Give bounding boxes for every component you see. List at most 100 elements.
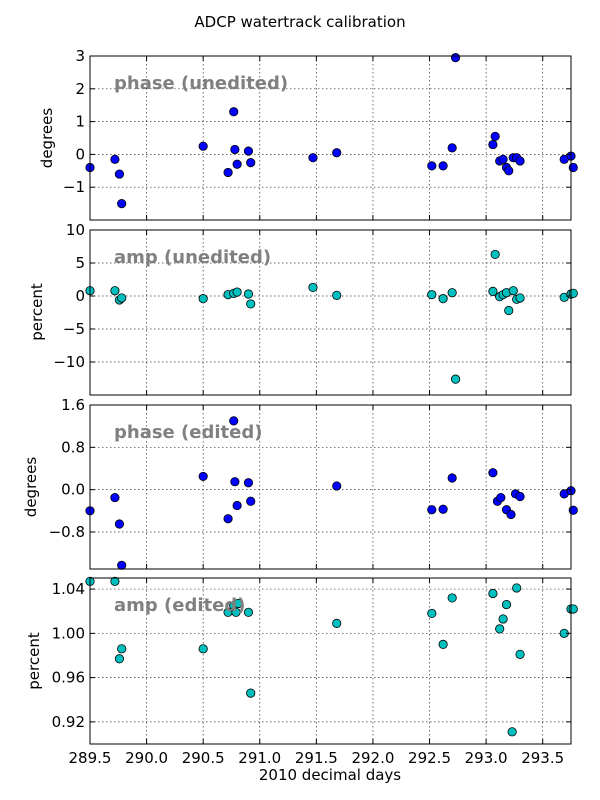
data-point <box>568 604 578 614</box>
data-point <box>488 139 498 150</box>
y-axis-label: percent <box>25 632 43 690</box>
data-point <box>496 492 506 503</box>
y-tick-label: 0.8 <box>61 438 85 456</box>
y-tick-label: −10 <box>53 353 85 371</box>
tick-marks <box>89 229 571 395</box>
panel-frame <box>89 404 572 570</box>
panel-phase-edited: −0.8 0.0 0.8 1.6 phase (edited) degrees <box>22 396 578 570</box>
y-tick-labels: 0.92 0.96 1.00 1.04 <box>52 580 85 731</box>
y-tick-label: −5 <box>63 320 85 338</box>
data-point <box>229 416 239 426</box>
data-point <box>568 505 578 515</box>
data-point <box>231 607 241 617</box>
y-tick-label: 1 <box>75 113 85 131</box>
data-point <box>232 159 242 169</box>
grid-lines <box>90 578 571 744</box>
data-point <box>501 599 512 610</box>
data-point <box>223 514 233 524</box>
data-points <box>85 416 578 570</box>
panel-frame <box>89 229 572 396</box>
data-point <box>308 153 318 163</box>
data-point <box>246 496 256 506</box>
data-point <box>490 131 500 141</box>
data-point <box>198 294 208 304</box>
data-point <box>198 471 208 482</box>
x-tick-label: 291.0 <box>238 749 281 767</box>
data-point <box>243 478 254 488</box>
data-point <box>447 288 457 298</box>
data-point <box>246 158 256 168</box>
data-point <box>447 143 457 153</box>
data-point <box>507 727 517 737</box>
data-point <box>243 146 254 156</box>
panel-amp-edited: 0.92 0.96 1.00 1.04 289.5 290.0 290.5 291.0 291… <box>25 576 578 767</box>
data-point <box>568 162 578 173</box>
y-tick-label: 0.0 <box>61 481 85 499</box>
data-point <box>504 305 514 316</box>
x-tick-labels: 289.5 290.0 290.5 291.0 291.5 292.0 292.5 293.0… <box>69 749 565 767</box>
y-tick-label: 3 <box>75 47 85 65</box>
data-point <box>515 156 525 166</box>
data-point <box>498 614 508 624</box>
y-tick-label: 1.6 <box>61 396 85 414</box>
data-point <box>243 607 254 617</box>
data-point <box>332 290 342 300</box>
data-point <box>230 477 240 487</box>
data-point <box>488 286 498 296</box>
data-point <box>246 299 256 309</box>
panel-frame <box>89 577 572 745</box>
data-point <box>114 169 125 179</box>
y-tick-label: 10 <box>66 221 85 239</box>
y-tick-labels: −1 0 1 2 3 <box>63 47 85 196</box>
data-point <box>488 588 498 599</box>
x-tick-label: 293.0 <box>465 749 508 767</box>
x-tick-label: 289.5 <box>69 749 112 767</box>
data-point <box>515 649 525 659</box>
data-point <box>438 639 448 650</box>
data-point <box>223 167 233 178</box>
data-point <box>110 576 120 586</box>
x-tick-label: 290.5 <box>182 749 225 767</box>
data-point <box>506 509 516 520</box>
data-point <box>229 107 239 117</box>
y-tick-labels: −0.8 0.0 0.8 1.6 <box>49 396 85 541</box>
data-point <box>198 141 208 151</box>
data-points <box>85 576 578 737</box>
data-points <box>85 53 578 209</box>
y-tick-label: 0.92 <box>52 713 85 731</box>
panel-frame <box>89 55 572 221</box>
data-point <box>114 519 125 529</box>
x-tick-label: 293.5 <box>521 749 564 767</box>
x-tick-label: 290.0 <box>125 749 168 767</box>
y-tick-labels: −10 −5 0 5 10 <box>53 221 85 371</box>
data-point <box>512 583 522 593</box>
tick-marks <box>89 404 571 569</box>
tick-marks <box>89 55 571 220</box>
panel-annotation: phase (unedited) <box>114 73 288 94</box>
data-point <box>246 688 256 698</box>
data-point <box>508 286 518 296</box>
y-tick-label: 0 <box>75 145 85 163</box>
data-point <box>332 148 342 158</box>
y-axis-label: degrees <box>38 108 56 169</box>
y-tick-label: −0.8 <box>49 523 85 541</box>
data-point <box>110 154 120 164</box>
data-point <box>308 282 318 293</box>
x-tick-label: 292.5 <box>408 749 451 767</box>
data-point <box>117 560 127 570</box>
figure-title: ADCP watertrack calibration <box>194 13 405 31</box>
data-point <box>232 500 242 511</box>
data-point <box>495 624 505 634</box>
data-point <box>490 249 500 260</box>
data-point <box>232 287 242 297</box>
data-point <box>117 644 127 654</box>
data-point <box>498 154 508 164</box>
y-axis-label: degrees <box>22 457 40 518</box>
data-point <box>332 481 342 491</box>
y-tick-label: 5 <box>75 254 85 272</box>
data-point <box>233 598 243 609</box>
data-point <box>450 374 461 384</box>
data-point <box>438 504 448 514</box>
data-point <box>114 654 125 664</box>
